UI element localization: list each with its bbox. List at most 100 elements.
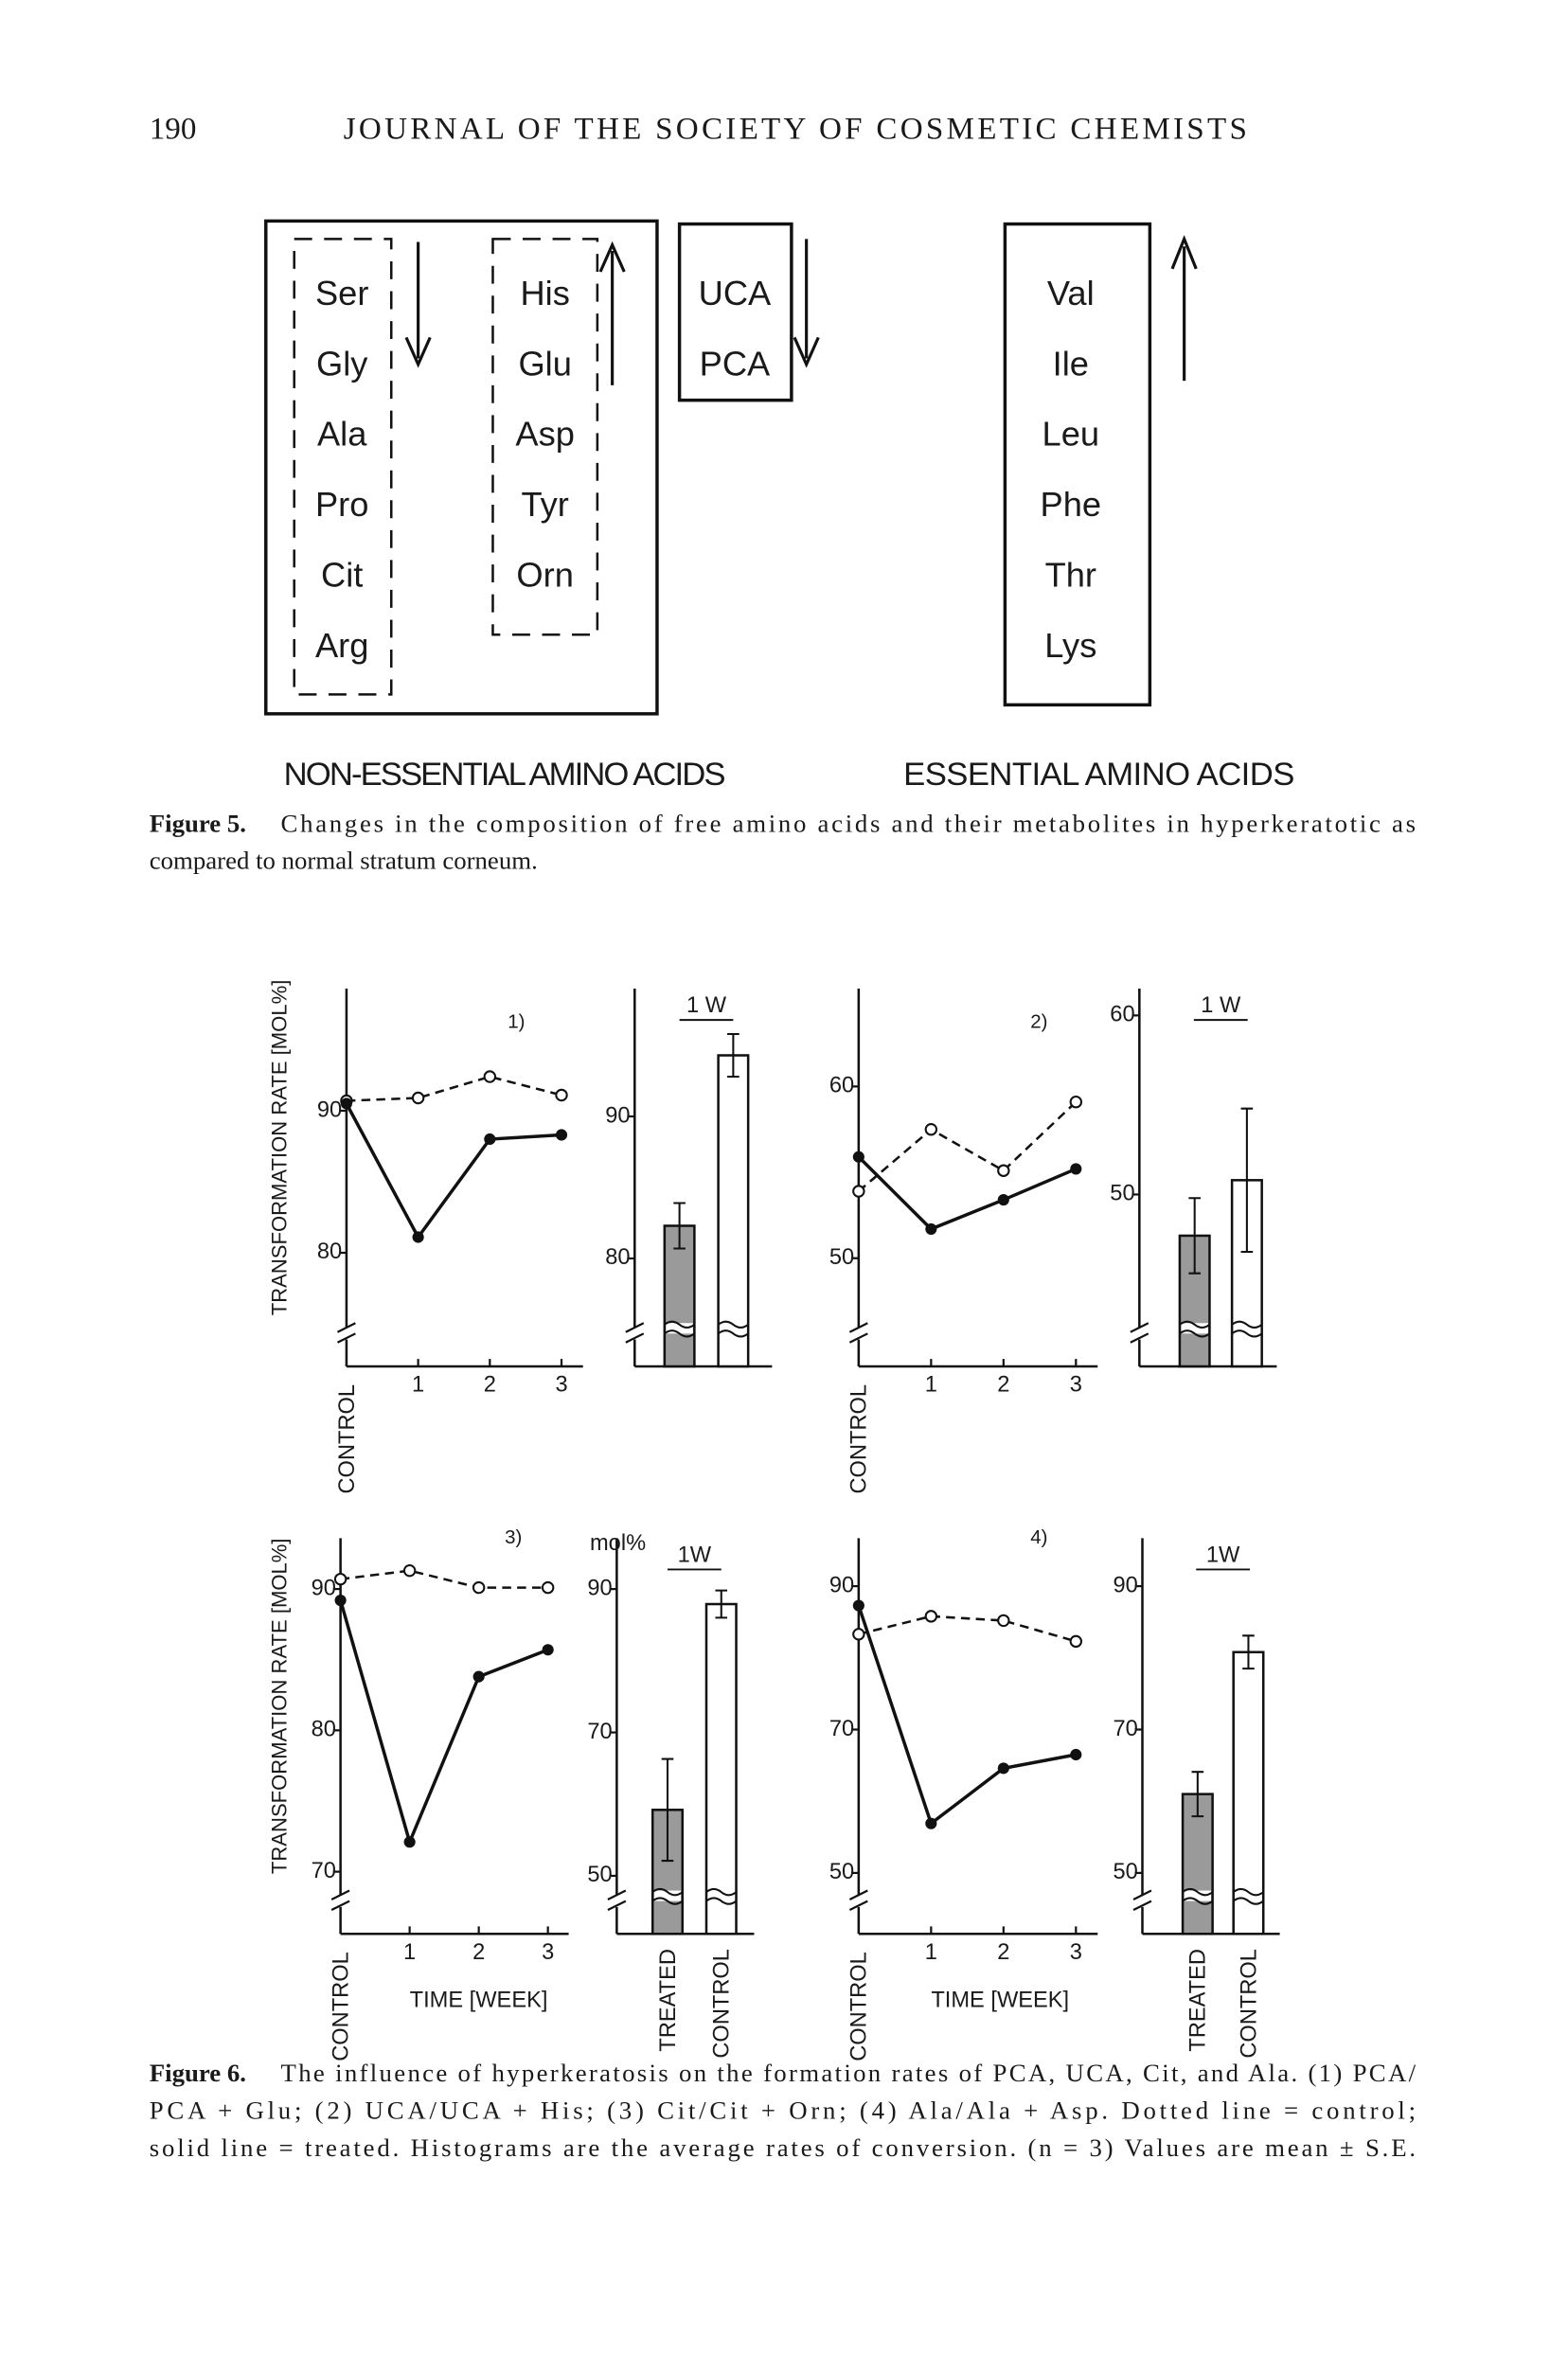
caption-line: The influence of hyperkeratosis on the f…: [281, 2059, 1417, 2087]
data-point: [1069, 1095, 1083, 1109]
arrow-up: [1170, 235, 1198, 382]
x-tick-label: CONTROL: [710, 1949, 735, 2059]
figure5-items: Ser Gly Ala Pro Cit Arg His Glu Asp Tyr Orn UCA PCA V…: [315, 274, 1101, 665]
data-point: [852, 1599, 864, 1612]
y-tick-label: 70: [587, 1720, 612, 1744]
amino-acid: Val: [1047, 274, 1095, 312]
x-tick-label: 1: [925, 1373, 937, 1398]
y-tick-label: 90: [587, 1576, 612, 1600]
amino-acid: Ala: [317, 415, 367, 454]
amino-acid: Thr: [1045, 556, 1096, 595]
y-axis-label: TRANSFORMATION RATE [MOL%]: [267, 1538, 291, 1874]
amino-acid: Cit: [321, 556, 363, 595]
data-point: [852, 1185, 865, 1198]
bar-break: [717, 1320, 749, 1338]
bar: [704, 1602, 738, 1936]
amino-acid: Lys: [1044, 626, 1096, 665]
x-tick-label: 2: [997, 1373, 1009, 1398]
error-bar: [727, 1032, 739, 1079]
data-point: [997, 1194, 1009, 1206]
x-tick-label: 3: [1070, 1373, 1082, 1398]
x-tick-label: TREATED: [656, 1949, 681, 2052]
series-line: [858, 1100, 1078, 1192]
error-bar: [1191, 1771, 1204, 1818]
data-point: [852, 1151, 864, 1163]
box: [264, 219, 659, 716]
data-point: [924, 1123, 938, 1136]
data-point: [555, 1088, 568, 1102]
figure6-charts: 80 90 TRANSFORMATION RATE [MOL%] CONTROL 1 2 3…: [267, 980, 1280, 2061]
y-tick-label: 80: [605, 1245, 630, 1270]
amino-acid: Gly: [316, 344, 368, 383]
bar-break: [705, 1887, 738, 1905]
axis-break: [330, 1889, 350, 1912]
journal-title: JOURNAL OF THE SOCIETY OF COSMETIC CHEMI…: [344, 111, 1247, 146]
amino-acid: His: [520, 274, 569, 312]
y-tick-label: 70: [1113, 1717, 1137, 1741]
data-point: [412, 1231, 424, 1243]
bar-break: [1231, 1320, 1263, 1338]
bar-break: [651, 1887, 684, 1905]
bar-break: [1233, 1323, 1261, 1334]
bar-break: [1233, 1887, 1264, 1905]
line-chart: 50 60 CONTROL 1 2 3 2): [829, 989, 1098, 1494]
bar-chart: 50 60 1 W: [1110, 989, 1277, 1368]
data-point: [411, 1091, 425, 1105]
error-bar: [1240, 1107, 1254, 1254]
arrow-down: [793, 239, 820, 368]
caption-line: PCA + Glu; (2) UCA/UCA + His; (3) Cit/Ci…: [150, 2096, 1416, 2125]
line-chart: 80 90 TRANSFORMATION RATE [MOL%] CONTROL 1 2 3…: [267, 980, 583, 1494]
data-point: [997, 1164, 1010, 1177]
page-number: 190: [150, 111, 197, 146]
x-tick-label: CONTROL: [1237, 1949, 1261, 2059]
x-tick-label: CONTROL: [335, 1384, 360, 1494]
data-point: [925, 1817, 937, 1829]
bar-break: [1235, 1890, 1262, 1901]
data-point: [924, 1610, 938, 1623]
data-point: [555, 1129, 568, 1141]
amino-acid: Ser: [315, 274, 368, 312]
error-bar: [1242, 1634, 1255, 1670]
x-axis-label: TIME [WEEK]: [410, 1988, 548, 2012]
caption-label: Figure 5.: [150, 809, 246, 837]
histogram-header: 1W: [1206, 1543, 1240, 1568]
x-tick-label: 3: [542, 1940, 554, 1965]
x-tick-label: CONTROL: [847, 1384, 872, 1494]
axis-break: [336, 1322, 356, 1344]
series-line: [857, 1604, 1077, 1827]
axis-break: [848, 1889, 868, 1912]
arrow-up: [598, 241, 626, 385]
amino-acid: Leu: [1042, 415, 1100, 454]
series-line: [340, 1569, 548, 1589]
y-tick-label: 90: [317, 1097, 342, 1122]
error-bar: [673, 1202, 686, 1250]
axis-break: [1132, 1889, 1152, 1912]
data-point: [997, 1762, 1009, 1775]
caption-line: compared to normal stratum corneum.: [150, 847, 538, 875]
y-tick-label: 90: [829, 1573, 854, 1597]
y-tick-label: 80: [312, 1718, 336, 1742]
error-bar: [715, 1589, 728, 1619]
figure5-diagram: [264, 219, 1198, 716]
data-point: [1070, 1748, 1082, 1761]
histogram-header: 1 W: [686, 993, 727, 1018]
bar-break: [720, 1323, 747, 1334]
panel-label: 4): [1030, 1526, 1047, 1548]
dashed-box: [293, 238, 393, 696]
y-tick-label: 50: [829, 1245, 854, 1270]
data-point: [484, 1133, 496, 1146]
y-tick-label: 50: [1110, 1182, 1134, 1206]
y-axis-unit: mol%: [590, 1531, 646, 1556]
y-tick-label: 70: [829, 1717, 854, 1741]
bar-break: [1181, 1323, 1208, 1334]
y-tick-label: 70: [312, 1859, 336, 1883]
data-point: [402, 1563, 417, 1578]
series-line: [857, 1155, 1077, 1231]
data-point: [542, 1644, 554, 1656]
data-point: [403, 1836, 416, 1848]
arrow-down: [404, 241, 432, 368]
histogram-header: 1 W: [1201, 993, 1241, 1018]
data-point: [333, 1572, 347, 1586]
